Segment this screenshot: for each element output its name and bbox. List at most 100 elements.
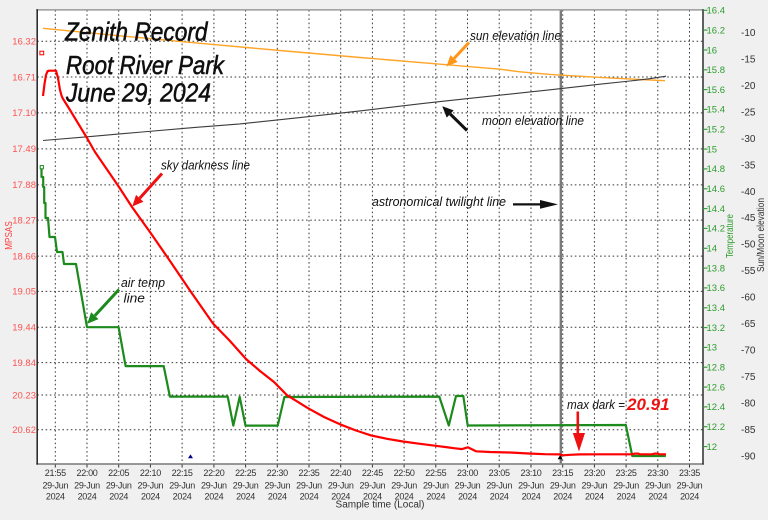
svg-text:line: line (124, 291, 146, 306)
svg-text:air temp: air temp (121, 275, 165, 290)
svg-text:-80: -80 (741, 398, 756, 409)
svg-text:23:00: 23:00 (457, 468, 478, 478)
svg-text:Root River Park: Root River Park (66, 50, 226, 80)
svg-text:22:40: 22:40 (330, 468, 351, 478)
svg-text:21:55: 21:55 (45, 468, 66, 478)
svg-text:-20: -20 (741, 81, 756, 92)
svg-text:2024: 2024 (522, 492, 541, 502)
svg-text:-75: -75 (741, 372, 756, 383)
svg-text:17.49: 17.49 (12, 144, 36, 155)
svg-text:2024: 2024 (109, 492, 128, 502)
svg-text:12.6: 12.6 (707, 382, 726, 393)
svg-text:14: 14 (707, 244, 718, 255)
svg-text:29-Jun: 29-Jun (106, 480, 132, 490)
svg-text:2024: 2024 (680, 492, 699, 502)
svg-text:29-Jun: 29-Jun (74, 480, 100, 490)
svg-text:-30: -30 (741, 134, 756, 145)
svg-text:18.27: 18.27 (12, 215, 36, 226)
svg-text:23:15: 23:15 (552, 468, 573, 478)
svg-text:-50: -50 (741, 240, 756, 251)
svg-text:18.66: 18.66 (12, 251, 36, 262)
svg-text:-25: -25 (741, 107, 756, 118)
svg-text:2024: 2024 (173, 492, 192, 502)
svg-text:23:30: 23:30 (647, 468, 668, 478)
svg-text:16.71: 16.71 (12, 72, 36, 83)
svg-text:14.2: 14.2 (707, 224, 726, 235)
svg-text:23:10: 23:10 (520, 468, 541, 478)
svg-text:2024: 2024 (141, 492, 160, 502)
svg-text:29-Jun: 29-Jun (550, 480, 576, 490)
svg-text:15.4: 15.4 (707, 105, 726, 116)
svg-text:16.4: 16.4 (707, 6, 726, 17)
svg-text:2024: 2024 (300, 492, 319, 502)
svg-text:-55: -55 (741, 266, 756, 277)
svg-text:29-Jun: 29-Jun (264, 480, 290, 490)
svg-text:2024: 2024 (331, 492, 350, 502)
svg-text:17.10: 17.10 (12, 108, 36, 119)
svg-text:max dark =: max dark = (567, 397, 625, 412)
svg-text:23:20: 23:20 (584, 468, 605, 478)
svg-text:29-Jun: 29-Jun (169, 480, 195, 490)
svg-text:-90: -90 (741, 451, 756, 462)
svg-text:2024: 2024 (648, 492, 667, 502)
svg-text:-85: -85 (741, 425, 756, 436)
svg-text:29-Jun: 29-Jun (201, 480, 227, 490)
svg-text:22:15: 22:15 (172, 468, 193, 478)
svg-text:sky darkness line: sky darkness line (161, 158, 250, 173)
svg-text:2024: 2024 (426, 492, 445, 502)
svg-text:22:00: 22:00 (76, 468, 97, 478)
svg-text:23:25: 23:25 (616, 468, 637, 478)
svg-text:19.84: 19.84 (12, 358, 36, 369)
svg-text:22:45: 22:45 (362, 468, 383, 478)
svg-text:12: 12 (707, 442, 718, 453)
svg-text:June 29, 2024: June 29, 2024 (65, 78, 211, 108)
svg-text:2024: 2024 (268, 492, 287, 502)
svg-text:29-Jun: 29-Jun (138, 480, 164, 490)
svg-text:2024: 2024 (553, 492, 572, 502)
svg-text:22:10: 22:10 (140, 468, 161, 478)
svg-text:14.6: 14.6 (707, 184, 726, 195)
svg-text:29-Jun: 29-Jun (613, 480, 639, 490)
svg-text:sun elevation line: sun elevation line (470, 28, 561, 43)
svg-text:29-Jun: 29-Jun (233, 480, 259, 490)
svg-text:13.6: 13.6 (707, 283, 726, 294)
svg-text:22:05: 22:05 (108, 468, 129, 478)
svg-text:22:20: 22:20 (203, 468, 224, 478)
svg-text:13.2: 13.2 (707, 323, 726, 334)
svg-text:22:50: 22:50 (394, 468, 415, 478)
svg-text:2024: 2024 (395, 492, 414, 502)
svg-text:15.2: 15.2 (707, 125, 726, 136)
svg-text:-65: -65 (741, 319, 756, 330)
svg-text:-10: -10 (741, 28, 756, 39)
svg-text:MPSAS: MPSAS (3, 221, 15, 250)
svg-text:-70: -70 (741, 346, 756, 357)
svg-text:2024: 2024 (78, 492, 97, 502)
svg-text:22:25: 22:25 (235, 468, 256, 478)
svg-text:Sample time (Local): Sample time (Local) (336, 500, 425, 511)
svg-text:12.2: 12.2 (707, 422, 726, 433)
svg-text:Zenith Record: Zenith Record (64, 17, 209, 47)
svg-text:2024: 2024 (236, 492, 255, 502)
svg-text:15.6: 15.6 (707, 85, 726, 96)
svg-text:22:55: 22:55 (425, 468, 446, 478)
svg-text:19.44: 19.44 (12, 323, 36, 334)
svg-text:29-Jun: 29-Jun (423, 480, 449, 490)
svg-text:16.2: 16.2 (707, 25, 726, 36)
svg-text:20.91: 20.91 (626, 395, 670, 414)
svg-text:17.88: 17.88 (12, 180, 36, 191)
svg-text:13: 13 (707, 343, 718, 354)
svg-text:2024: 2024 (458, 492, 477, 502)
svg-text:-15: -15 (741, 55, 756, 66)
svg-text:29-Jun: 29-Jun (42, 480, 68, 490)
svg-text:14.8: 14.8 (707, 164, 726, 175)
svg-text:20.62: 20.62 (12, 425, 36, 436)
svg-text:2024: 2024 (204, 492, 223, 502)
svg-text:Sun/Moon elevation: Sun/Moon elevation (756, 198, 767, 272)
svg-text:29-Jun: 29-Jun (391, 480, 417, 490)
svg-text:16: 16 (707, 45, 718, 56)
svg-text:29-Jun: 29-Jun (645, 480, 671, 490)
svg-text:13.8: 13.8 (707, 263, 726, 274)
svg-text:29-Jun: 29-Jun (582, 480, 608, 490)
svg-text:15: 15 (707, 144, 718, 155)
svg-text:-35: -35 (741, 160, 756, 171)
